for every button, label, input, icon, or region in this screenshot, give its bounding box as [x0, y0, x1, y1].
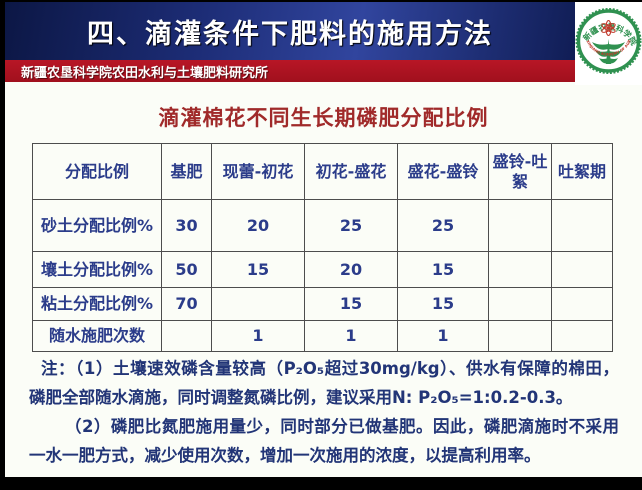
row-label-cell: 粘土分配比例%	[32, 287, 162, 321]
distribution-table: 分配比例 基肥 现蕾-初花 初花-盛花 盛花-盛铃 盛铃-吐絮 吐絮期 砂土分配比例% 30 2…	[32, 143, 613, 352]
logo-plant-shape	[592, 39, 625, 64]
academy-logo: 新疆农垦科学院 XINJIANG ACADEMY OF AGRICULTURAL…	[575, 2, 642, 85]
table-row: 壤土分配比例% 50 15 20 15	[32, 251, 613, 288]
table-row: 砂土分配比例% 30 20 25 25	[32, 199, 613, 252]
table-cell	[488, 251, 552, 288]
note-paragraph-2: （2）磷肥比氮肥施用量少，同时部分已做基肥。因此，磷肥滴施时不采用一水一肥方式，…	[29, 417, 619, 465]
table-cell: 1	[211, 320, 305, 352]
table-header-cell: 盛铃-吐絮	[488, 143, 552, 200]
table-cell: 15	[304, 287, 398, 321]
table-header-cell: 基肥	[161, 143, 212, 200]
table-cell	[161, 320, 212, 352]
table-cell	[551, 287, 613, 321]
note-paragraph-1: 注：（1）土壤速效磷含量较高（P₂O₅超过30mg/kg）、供水有保障的棉田，磷…	[29, 359, 619, 407]
table-cell: 20	[304, 251, 398, 288]
affiliation-bar: 新疆农垦科学院农田水利与土壤肥料研究所	[5, 60, 575, 82]
table-cell: 15	[397, 251, 489, 288]
bottom-black-bar	[0, 477, 642, 490]
table-cell	[488, 287, 552, 321]
table-cell	[488, 199, 552, 252]
table-body: 砂土分配比例% 30 20 25 25 壤土分配比例% 50 15 20 15 粘土分配比例% 70 1…	[32, 199, 613, 352]
table-cell: 15	[397, 287, 489, 321]
table-cell: 1	[304, 320, 398, 352]
affiliation-text: 新疆农垦科学院农田水利与土壤肥料研究所	[21, 65, 269, 81]
slide-frame: 四、滴灌条件下肥料的施用方法 新疆农垦科学院农田水利与土壤肥料研究所 新疆农垦科…	[5, 2, 642, 477]
table-row: 粘土分配比例% 70 15 15	[32, 287, 613, 321]
table-cell	[211, 287, 305, 321]
table-header-cell: 盛花-盛铃	[397, 143, 489, 200]
table-header-cell: 吐絮期	[551, 143, 613, 200]
table-cell	[488, 320, 552, 352]
table-cell: 15	[211, 251, 305, 288]
table-cell	[551, 251, 613, 288]
table-header-cell: 分配比例	[32, 143, 162, 200]
row-label-cell: 壤土分配比例%	[32, 251, 162, 288]
content-title: 滴灌棉花不同生长期磷肥分配比例	[158, 106, 489, 130]
table-cell: 25	[397, 199, 489, 252]
table-cell: 50	[161, 251, 212, 288]
academy-emblem-icon: 新疆农垦科学院 XINJIANG ACADEMY OF AGRICULTURAL…	[575, 2, 642, 74]
table-cell: 20	[211, 199, 305, 252]
table-header-cell: 现蕾-初花	[211, 143, 305, 200]
table-cell: 70	[161, 287, 212, 321]
table-cell: 30	[161, 199, 212, 252]
table-cell: 1	[397, 320, 489, 352]
header-title: 四、滴灌条件下肥料的施用方法	[87, 18, 493, 50]
table-cell	[551, 199, 613, 252]
header-bar: 四、滴灌条件下肥料的施用方法	[5, 2, 575, 60]
table-row: 随水施肥次数 1 1 1	[32, 320, 613, 352]
table-cell: 25	[304, 199, 398, 252]
row-label-cell: 砂土分配比例%	[32, 199, 162, 252]
table-header-cell: 初花-盛花	[304, 143, 398, 200]
notes: 注：（1）土壤速效磷含量较高（P₂O₅超过30mg/kg）、供水有保障的棉田，磷…	[29, 354, 619, 470]
table-cell	[551, 320, 613, 352]
table-header-row: 分配比例 基肥 现蕾-初花 初花-盛花 盛花-盛铃 盛铃-吐絮 吐絮期	[32, 143, 613, 200]
row-label-cell: 随水施肥次数	[32, 320, 162, 352]
